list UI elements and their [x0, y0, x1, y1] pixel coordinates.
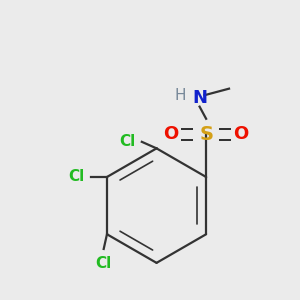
- Text: O: O: [164, 125, 179, 143]
- Text: S: S: [199, 125, 213, 144]
- Text: Cl: Cl: [96, 256, 112, 271]
- Text: H: H: [175, 88, 186, 103]
- Text: N: N: [192, 89, 207, 107]
- Text: O: O: [233, 125, 249, 143]
- Text: Cl: Cl: [119, 134, 135, 149]
- Text: Cl: Cl: [68, 169, 84, 184]
